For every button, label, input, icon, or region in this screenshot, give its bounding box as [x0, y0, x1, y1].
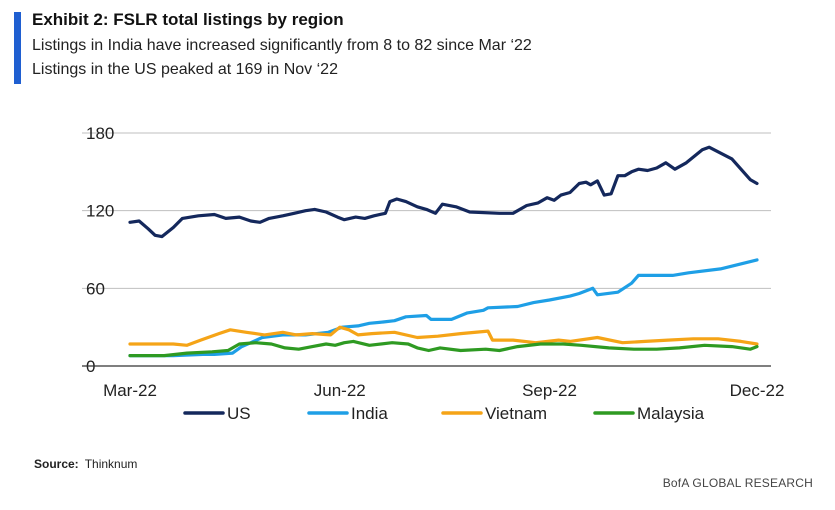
chart-subtitle-india: Listings in India have increased signifi… — [32, 37, 532, 54]
chart-title: Exhibit 2: FSLR total listings by region — [32, 10, 344, 29]
source-note: Source: Thinknum — [34, 457, 137, 471]
y-tick-label-60: 60 — [86, 279, 105, 298]
legend-label-us: US — [227, 404, 251, 423]
legend-label-vietnam: Vietnam — [485, 404, 547, 423]
brand-label: BofA GLOBAL RESEARCH — [662, 476, 813, 490]
legend-label-malaysia: Malaysia — [637, 404, 705, 423]
series-line-malaysia — [128, 339, 759, 358]
series-layer — [128, 145, 759, 358]
legend-label-india: India — [351, 404, 388, 423]
y-tick-label-120: 120 — [86, 202, 114, 221]
x-tick-label-3: Dec-22 — [730, 381, 785, 400]
y-tick-label-180: 180 — [86, 124, 114, 143]
source-value: Thinknum — [84, 457, 138, 471]
x-tick-label-2: Sep-22 — [522, 381, 577, 400]
series-line-us — [128, 145, 759, 239]
accent-bar — [14, 12, 21, 84]
x-tick-label-0: Mar-22 — [103, 381, 157, 400]
series-line-vietnam — [128, 325, 759, 347]
x-tick-label-1: Jun-22 — [314, 381, 366, 400]
chart-subtitle-us: Listings in the US peaked at 169 in Nov … — [32, 61, 338, 78]
source-label: Source: — [34, 457, 79, 471]
legend: US India Vietnam Malaysia — [183, 404, 705, 423]
